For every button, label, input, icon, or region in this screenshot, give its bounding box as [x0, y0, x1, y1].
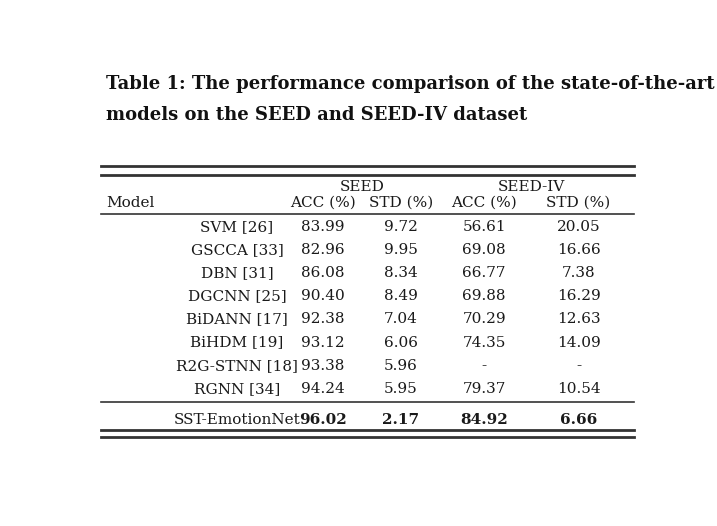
Text: ACC (%): ACC (%) — [290, 196, 356, 210]
Text: 79.37: 79.37 — [462, 382, 505, 396]
Text: DGCNN [25]: DGCNN [25] — [188, 289, 286, 304]
Text: 8.49: 8.49 — [384, 289, 418, 304]
Text: RGNN [34]: RGNN [34] — [194, 382, 280, 396]
Text: BiHDM [19]: BiHDM [19] — [190, 336, 283, 350]
Text: 16.66: 16.66 — [556, 243, 601, 257]
Text: -: - — [482, 359, 487, 372]
Text: 70.29: 70.29 — [462, 312, 506, 327]
Text: SEED-IV: SEED-IV — [498, 180, 565, 194]
Text: 5.96: 5.96 — [384, 359, 418, 372]
Text: Model: Model — [106, 196, 155, 210]
Text: SVM [26]: SVM [26] — [200, 220, 273, 234]
Text: DBN [31]: DBN [31] — [201, 266, 273, 280]
Text: ACC (%): ACC (%) — [451, 196, 517, 210]
Text: SEED: SEED — [339, 180, 384, 194]
Text: 7.04: 7.04 — [384, 312, 418, 327]
Text: 74.35: 74.35 — [462, 336, 505, 350]
Text: STD (%): STD (%) — [546, 196, 611, 210]
Text: 82.96: 82.96 — [301, 243, 345, 257]
Text: 93.38: 93.38 — [301, 359, 345, 372]
Text: 96.02: 96.02 — [299, 413, 347, 427]
Text: 6.66: 6.66 — [560, 413, 597, 427]
Text: 9.72: 9.72 — [384, 220, 418, 234]
Text: 10.54: 10.54 — [557, 382, 600, 396]
Text: 6.06: 6.06 — [384, 336, 418, 350]
Text: models on the SEED and SEED-IV dataset: models on the SEED and SEED-IV dataset — [106, 106, 528, 125]
Text: 14.09: 14.09 — [556, 336, 601, 350]
Text: BiDANN [17]: BiDANN [17] — [186, 312, 288, 327]
Text: 84.92: 84.92 — [460, 413, 508, 427]
Text: 7.38: 7.38 — [562, 266, 595, 280]
Text: 66.77: 66.77 — [462, 266, 506, 280]
Text: -: - — [576, 359, 581, 372]
Text: 86.08: 86.08 — [301, 266, 345, 280]
Text: 83.99: 83.99 — [301, 220, 345, 234]
Text: 93.12: 93.12 — [301, 336, 345, 350]
Text: 12.63: 12.63 — [557, 312, 600, 327]
Text: 56.61: 56.61 — [462, 220, 506, 234]
Text: 9.95: 9.95 — [384, 243, 418, 257]
Text: SST-EmotionNet: SST-EmotionNet — [174, 413, 300, 427]
Text: 94.24: 94.24 — [301, 382, 345, 396]
Text: 8.34: 8.34 — [384, 266, 418, 280]
Text: 92.38: 92.38 — [301, 312, 345, 327]
Text: 16.29: 16.29 — [556, 289, 601, 304]
Text: 69.08: 69.08 — [462, 243, 506, 257]
Text: 90.40: 90.40 — [301, 289, 345, 304]
Text: 20.05: 20.05 — [557, 220, 600, 234]
Text: Table 1: The performance comparison of the state-of-the-art: Table 1: The performance comparison of t… — [106, 75, 715, 93]
Text: 2.17: 2.17 — [382, 413, 419, 427]
Text: GSCCA [33]: GSCCA [33] — [191, 243, 283, 257]
Text: STD (%): STD (%) — [369, 196, 433, 210]
Text: 5.95: 5.95 — [384, 382, 418, 396]
Text: R2G-STNN [18]: R2G-STNN [18] — [176, 359, 298, 372]
Text: 69.88: 69.88 — [462, 289, 506, 304]
